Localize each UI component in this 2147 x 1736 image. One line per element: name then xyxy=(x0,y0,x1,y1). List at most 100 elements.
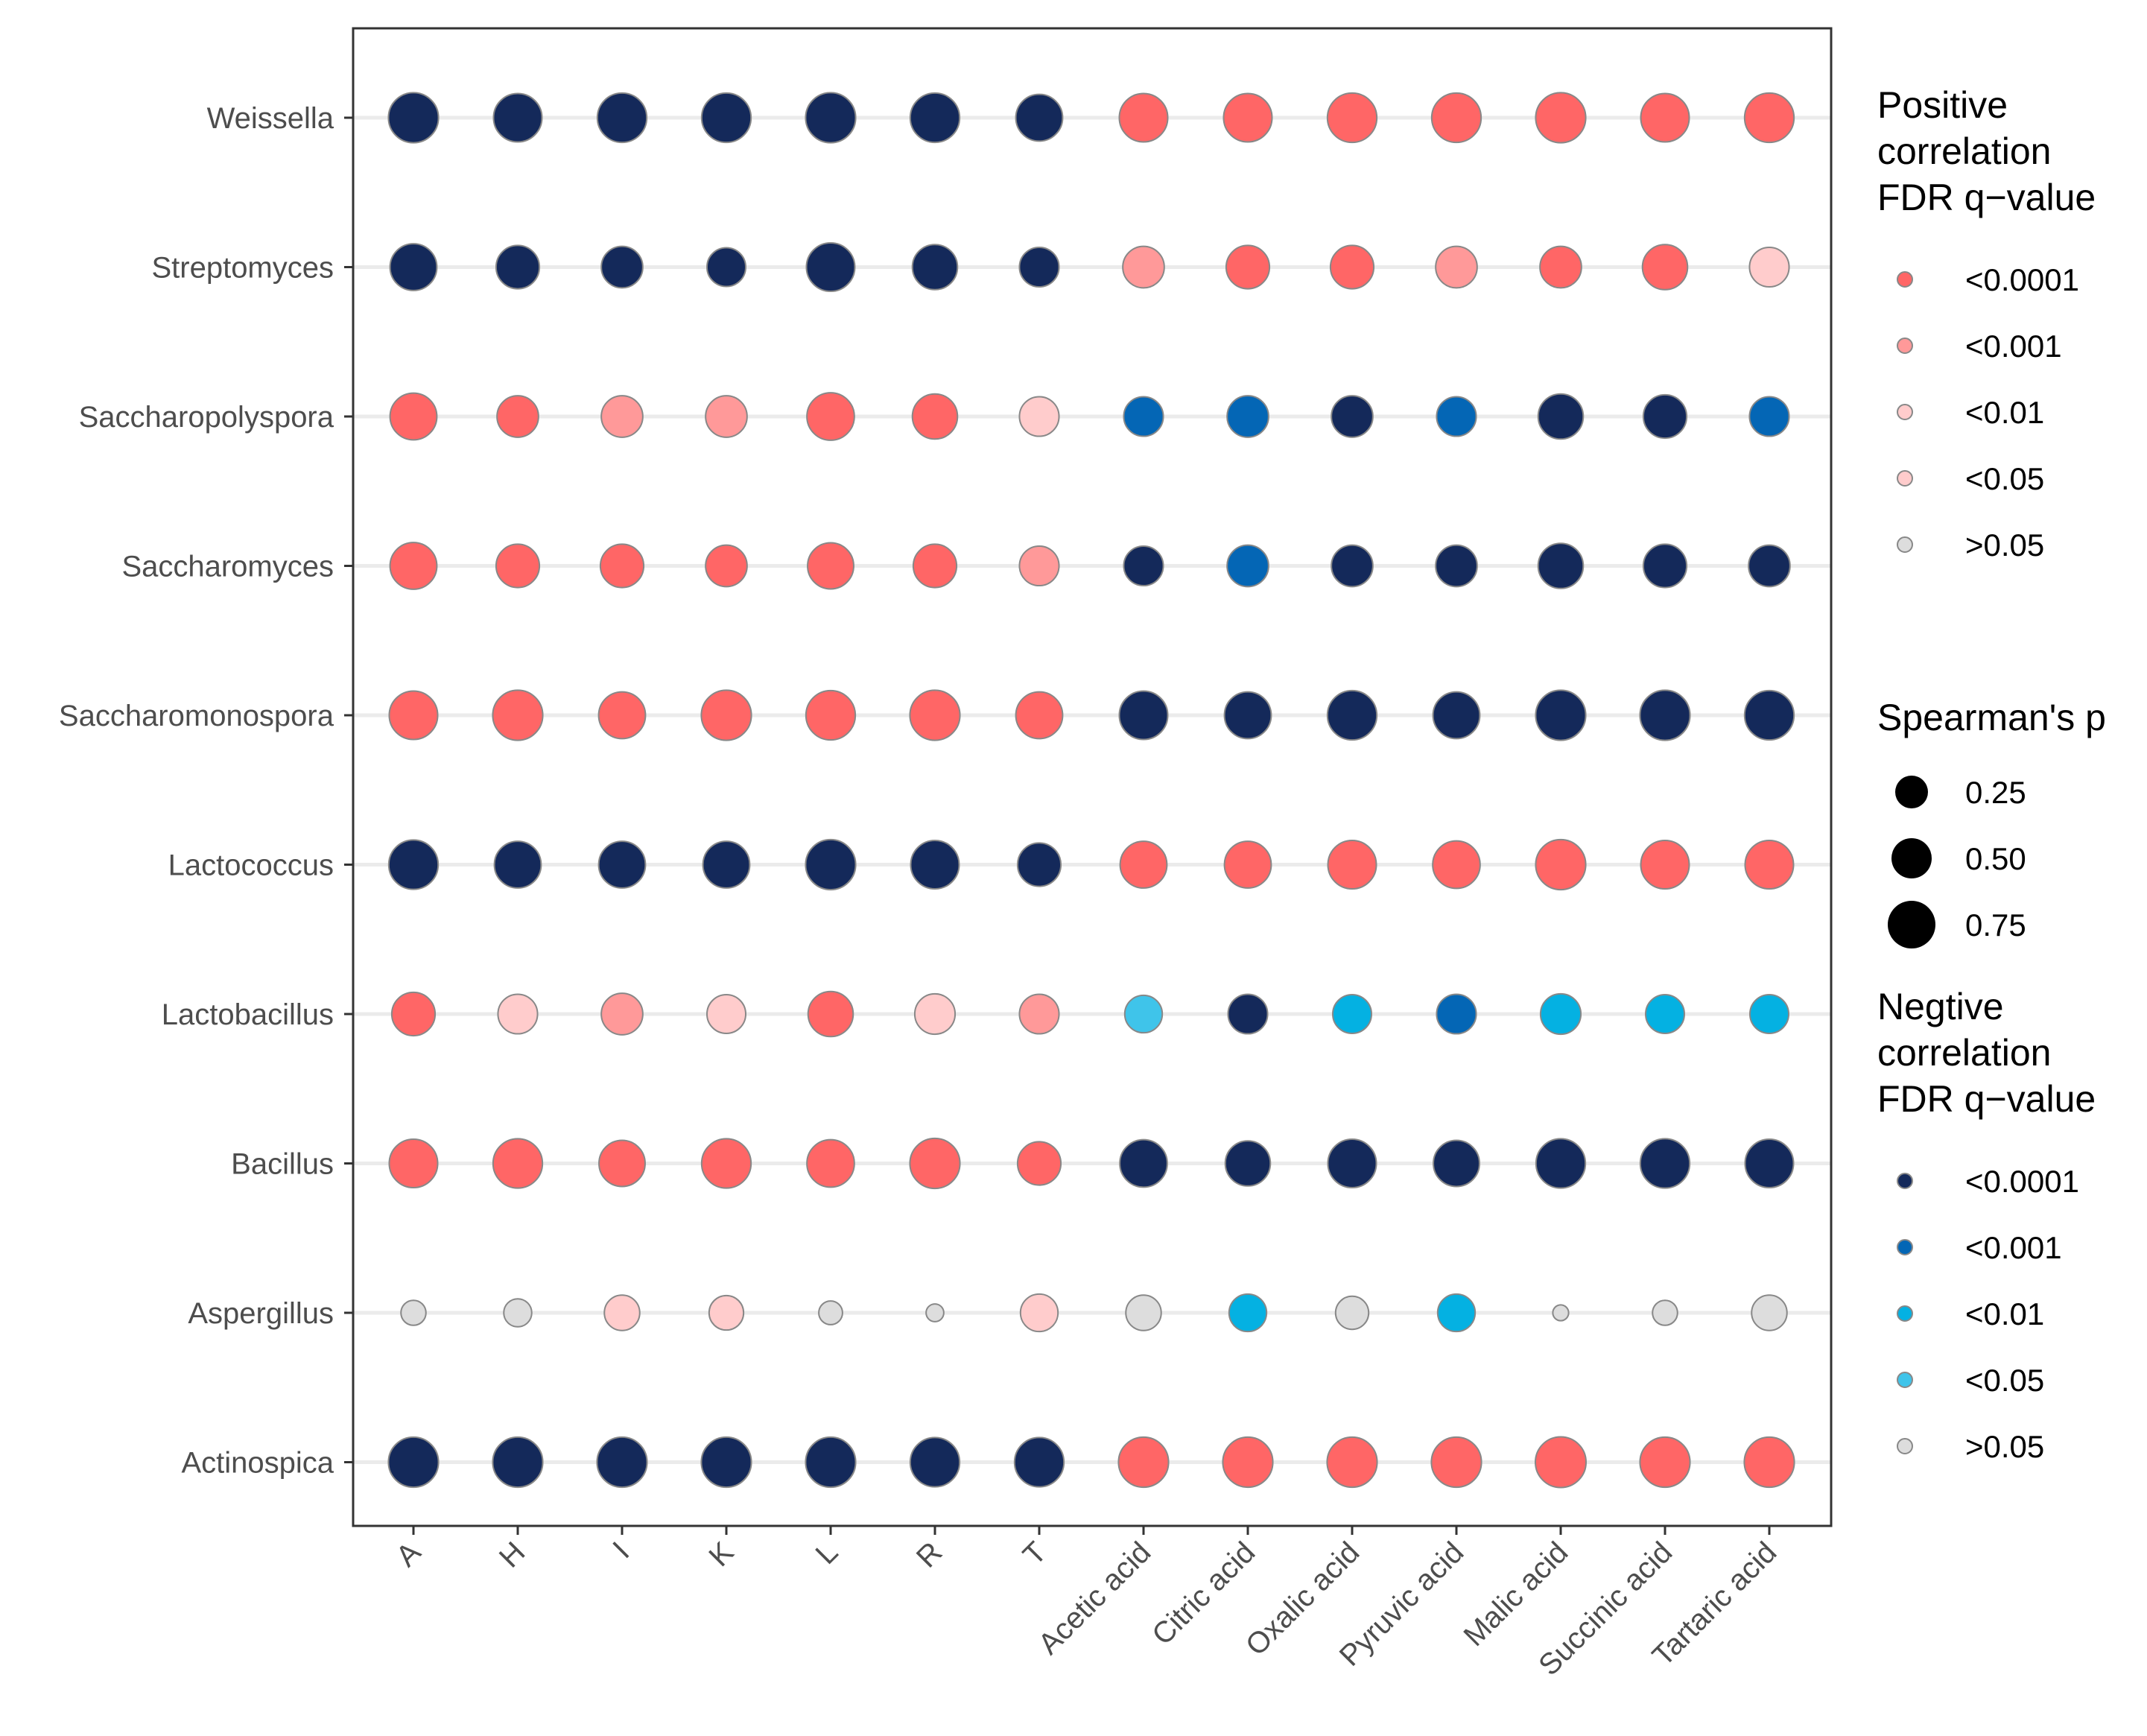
bubble-saccharopolyspora-tartaric-acid xyxy=(1748,396,1790,437)
y-tick-label-actinospica: Actinospica xyxy=(181,1447,334,1480)
neg-legend-key-0-001 xyxy=(1897,1239,1913,1255)
bubble-bacillus-malic-acid xyxy=(1535,1138,1587,1189)
bubble-bacillus-tartaric-acid xyxy=(1744,1138,1795,1189)
bubble-saccharopolyspora-t xyxy=(1018,396,1060,437)
size-legend-title: Spearman's p xyxy=(1877,697,2106,738)
bubble-saccharomonospora-i xyxy=(597,691,647,740)
bubble-saccharopolyspora-k xyxy=(705,395,748,438)
bubble-weissella-t xyxy=(1015,93,1064,142)
bubble-weissella-oxalic-acid xyxy=(1326,92,1378,144)
bubble-weissella-l xyxy=(805,92,857,144)
bubble-streptomyces-a xyxy=(389,243,438,291)
neg-legend-key-0-05 xyxy=(1897,1372,1913,1388)
bubble-weissella-malic-acid xyxy=(1535,92,1587,144)
pos-legend-label-0-05: >0.05 xyxy=(1965,528,2044,563)
bubble-actinospica-h xyxy=(492,1436,544,1489)
y-tick-label-streptomyces: Streptomyces xyxy=(151,252,334,285)
bubble-actinospica-l xyxy=(805,1436,857,1489)
bubble-weissella-tartaric-acid xyxy=(1743,92,1795,144)
bubble-saccharomonospora-acetic-acid xyxy=(1118,690,1169,741)
bubble-saccharomyces-oxalic-acid xyxy=(1331,544,1374,588)
bubble-actinospica-k xyxy=(700,1436,752,1489)
bubble-saccharomyces-pyruvic-acid xyxy=(1435,544,1478,588)
bubble-bacillus-k xyxy=(700,1138,752,1189)
bubble-weissella-succinic-acid xyxy=(1640,92,1690,143)
bubble-lactobacillus-r xyxy=(913,992,957,1036)
bubble-actinospica-malic-acid xyxy=(1535,1436,1587,1489)
bubble-saccharomonospora-tartaric-acid xyxy=(1743,689,1795,741)
bubble-weissella-a xyxy=(387,92,440,144)
bubble-saccharomonospora-l xyxy=(805,689,857,741)
pos-legend-key-0-05 xyxy=(1897,536,1913,553)
pos-legend-key-0-01 xyxy=(1897,404,1913,420)
pos-legend-key-0-001 xyxy=(1897,338,1913,354)
bubble-bacillus-r xyxy=(909,1137,961,1190)
neg-legend-label-0-05: >0.05 xyxy=(1965,1429,2044,1464)
y-tick-label-aspergillus: Aspergillus xyxy=(188,1297,334,1330)
bubble-weissella-h xyxy=(492,92,543,143)
pos-legend-key-0-05 xyxy=(1897,470,1913,487)
bubble-actinospica-t xyxy=(1013,1436,1065,1488)
size-legend-label-0-50: 0.50 xyxy=(1965,841,2026,876)
bubble-streptomyces-l xyxy=(805,241,856,293)
bubble-saccharomyces-k xyxy=(705,544,748,588)
bubble-lactobacillus-i xyxy=(600,992,644,1036)
bubble-saccharomonospora-citric-acid xyxy=(1223,691,1272,740)
neg-legend-title-line-3: FDR q−value xyxy=(1877,1078,2096,1120)
bubble-saccharomyces-h xyxy=(495,543,541,589)
bubble-saccharopolyspora-malic-acid xyxy=(1537,393,1585,440)
y-tick-label-saccharopolyspora: Saccharopolyspora xyxy=(79,401,334,434)
bubble-streptomyces-r xyxy=(911,244,959,291)
bubble-bacillus-l xyxy=(806,1138,855,1188)
bubble-saccharomonospora-pyruvic-acid xyxy=(1432,691,1481,740)
bubble-saccharomyces-a xyxy=(389,542,438,590)
bubble-lactococcus-i xyxy=(597,840,647,889)
bubble-saccharomyces-citric-acid xyxy=(1226,544,1269,588)
bubble-saccharomonospora-r xyxy=(909,689,961,741)
y-axis: Weissella Streptomyces Saccharopolyspora Sa… xyxy=(59,102,353,1480)
bubble-saccharomonospora-oxalic-acid xyxy=(1326,689,1378,741)
bubble-streptomyces-t xyxy=(1018,246,1060,288)
bubble-aspergillus-pyruvic-acid xyxy=(1436,1293,1477,1333)
bubble-lactobacillus-oxalic-acid xyxy=(1331,993,1373,1035)
bubble-aspergillus-oxalic-acid xyxy=(1334,1295,1370,1331)
neg-legend-label-0-05: <0.05 xyxy=(1965,1363,2044,1398)
bubble-saccharomyces-succinic-acid xyxy=(1642,543,1688,589)
size-legend-label-0-75: 0.75 xyxy=(1965,907,2026,943)
bubble-lactococcus-h xyxy=(493,840,542,889)
bubble-lactococcus-malic-acid xyxy=(1535,838,1587,891)
bubble-saccharopolyspora-a xyxy=(389,392,438,441)
bubble-actinospica-i xyxy=(596,1436,648,1489)
bubble-aspergillus-i xyxy=(603,1294,641,1331)
bubble-actinospica-r xyxy=(909,1436,961,1488)
bubble-saccharomyces-t xyxy=(1018,545,1060,587)
bubble-actinospica-acetic-acid xyxy=(1117,1436,1170,1489)
size-legend-key-0-50 xyxy=(1891,838,1932,878)
neg-legend-label-0-0001: <0.0001 xyxy=(1965,1164,2079,1199)
y-tick-label-weissella: Weissella xyxy=(207,102,334,135)
bubble-streptomyces-succinic-acid xyxy=(1641,244,1689,291)
bubble-lactobacillus-malic-acid xyxy=(1539,992,1582,1036)
bubble-lactococcus-oxalic-acid xyxy=(1327,839,1377,890)
bubble-bacillus-a xyxy=(388,1138,439,1189)
bubble-lactococcus-acetic-acid xyxy=(1119,840,1168,889)
bubble-lactobacillus-h xyxy=(497,993,539,1035)
bubble-aspergillus-acetic-acid xyxy=(1125,1294,1162,1331)
size-legend-key-0-75 xyxy=(1888,901,1935,948)
size-legend-key-0-25 xyxy=(1895,776,1928,808)
bubble-lactococcus-citric-acid xyxy=(1223,840,1272,889)
pos-legend-title-line-2: correlation xyxy=(1877,130,2051,172)
bubble-streptomyces-tartaric-acid xyxy=(1748,246,1790,288)
neg-legend-label-0-001: <0.001 xyxy=(1965,1230,2062,1265)
bubble-marks xyxy=(387,92,1795,1489)
bubble-bacillus-i xyxy=(598,1139,646,1188)
bubble-weissella-acetic-acid xyxy=(1118,92,1169,143)
neg-legend-key-0-01 xyxy=(1897,1305,1913,1322)
bubble-weissella-citric-acid xyxy=(1222,92,1273,143)
bubble-saccharomyces-i xyxy=(599,543,645,589)
bubble-streptomyces-malic-acid xyxy=(1539,245,1582,289)
bubble-saccharomyces-l xyxy=(807,542,854,590)
bubble-saccharomonospora-a xyxy=(388,690,439,741)
neg-legend-key-0-0001 xyxy=(1897,1173,1913,1189)
